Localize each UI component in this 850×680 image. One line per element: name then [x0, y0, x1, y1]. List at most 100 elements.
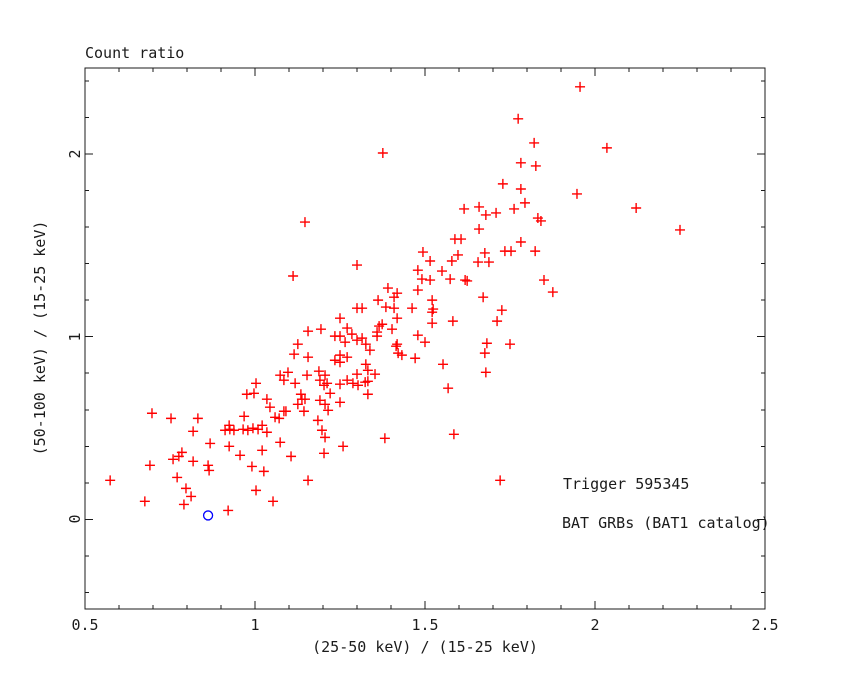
data-point-plus — [172, 472, 183, 483]
x-tick-label: 2.5 — [751, 616, 778, 634]
data-point-plus — [601, 142, 612, 153]
data-point-plus — [340, 337, 351, 348]
data-point-plus — [387, 324, 398, 335]
data-point-plus — [515, 183, 526, 194]
data-point-plus — [362, 376, 373, 387]
data-point-plus — [392, 313, 403, 324]
legend: Trigger 595345 BAT GRBs (BAT1 catalog) — [562, 475, 770, 532]
data-point-plus — [474, 201, 485, 212]
data-point-plus — [420, 337, 430, 348]
data-point-plus — [292, 339, 303, 350]
data-point-plus — [427, 295, 438, 306]
legend-batgrbs-label: BAT GRBs (BAT1 catalog) — [562, 514, 770, 532]
y-tick-labels: 0 1 2 — [66, 149, 84, 523]
data-point-plus — [258, 466, 269, 477]
data-point-plus — [335, 313, 345, 324]
data-points — [105, 81, 685, 521]
data-point-plus — [412, 285, 423, 296]
data-point-plus — [264, 402, 275, 413]
data-point-plus — [239, 411, 250, 422]
data-point-plus — [314, 395, 325, 406]
data-point-plus — [370, 369, 381, 380]
data-point-plus — [204, 465, 215, 476]
data-point-plus — [105, 475, 116, 486]
data-point-plus — [479, 348, 490, 359]
data-point-plus — [323, 405, 334, 416]
data-point-plus — [180, 483, 191, 494]
data-point-plus — [342, 323, 353, 334]
data-point-plus — [675, 224, 685, 235]
data-point-plus — [302, 370, 313, 381]
data-point-plus — [223, 505, 234, 516]
data-point-plus — [396, 350, 407, 361]
data-point-plus — [373, 295, 384, 306]
data-point-plus — [335, 379, 345, 390]
data-point-plus — [513, 113, 524, 124]
data-point-plus — [443, 383, 454, 394]
data-point-plus — [474, 224, 485, 235]
data-point-plus — [313, 366, 324, 377]
data-point-plus — [241, 389, 252, 400]
data-point-plus — [389, 303, 400, 314]
data-point-plus — [316, 425, 327, 436]
data-point-plus — [412, 330, 423, 341]
data-point-plus — [298, 406, 309, 417]
data-point-plus — [188, 426, 199, 437]
data-point-plus — [248, 388, 259, 399]
data-point-plus — [497, 178, 508, 189]
data-point-plus — [539, 275, 549, 286]
data-point-plus — [447, 316, 458, 327]
data-point-plus — [496, 305, 507, 316]
y-axis-label: (50-100 keV) / (15-25 keV) — [31, 221, 49, 456]
data-point-plus — [535, 215, 546, 226]
data-point-plus — [448, 429, 459, 440]
data-point-plus — [235, 450, 246, 461]
x-tick-label: 1.5 — [411, 616, 438, 634]
y-tick-label: 1 — [66, 332, 84, 341]
data-point-plus — [437, 266, 447, 277]
data-point-plus — [295, 389, 306, 400]
data-point-plus — [325, 388, 336, 399]
data-point-plus — [456, 234, 467, 245]
data-point-plus — [246, 461, 257, 472]
data-point-plus — [479, 247, 490, 258]
data-point-plus — [515, 236, 526, 247]
data-point-plus — [342, 375, 353, 386]
data-point-plus — [372, 331, 383, 342]
data-point-plus — [292, 399, 303, 410]
data-point-plus — [280, 406, 291, 417]
x-tick-labels: 0.5 1 1.5 2 2.5 — [71, 616, 778, 634]
data-point-plus — [268, 496, 279, 507]
x-tick-label: 2 — [590, 616, 599, 634]
data-point-plus — [224, 441, 235, 452]
data-point-plus — [460, 275, 471, 286]
data-point-plus — [253, 424, 264, 435]
data-point-plus — [303, 475, 314, 486]
data-point-plus — [352, 335, 362, 346]
data-point-plus — [320, 432, 331, 443]
y-tick-label: 2 — [66, 149, 84, 158]
data-point-plus — [139, 496, 150, 507]
data-point-plus — [251, 485, 262, 496]
data-point-plus — [445, 274, 456, 285]
data-point-plus — [459, 203, 470, 214]
data-point-plus — [303, 326, 314, 337]
data-point-plus — [338, 441, 349, 452]
data-point-plus — [357, 333, 368, 344]
data-point-plus — [575, 81, 586, 92]
data-point-plus — [481, 338, 492, 349]
data-point-plus — [362, 389, 373, 400]
data-point-plus — [319, 380, 330, 391]
data-point-plus — [290, 378, 301, 389]
data-point-plus — [203, 460, 214, 471]
data-point-plus — [192, 413, 203, 424]
data-point-plus — [362, 365, 373, 376]
data-point-plus — [417, 247, 428, 258]
data-point-plus — [353, 380, 364, 391]
data-point-plus — [478, 292, 489, 303]
data-point-plus — [168, 454, 179, 465]
data-point-plus — [392, 339, 403, 350]
data-point-plus — [303, 352, 314, 363]
data-point-plus — [491, 207, 502, 218]
data-point-plus — [379, 433, 390, 444]
